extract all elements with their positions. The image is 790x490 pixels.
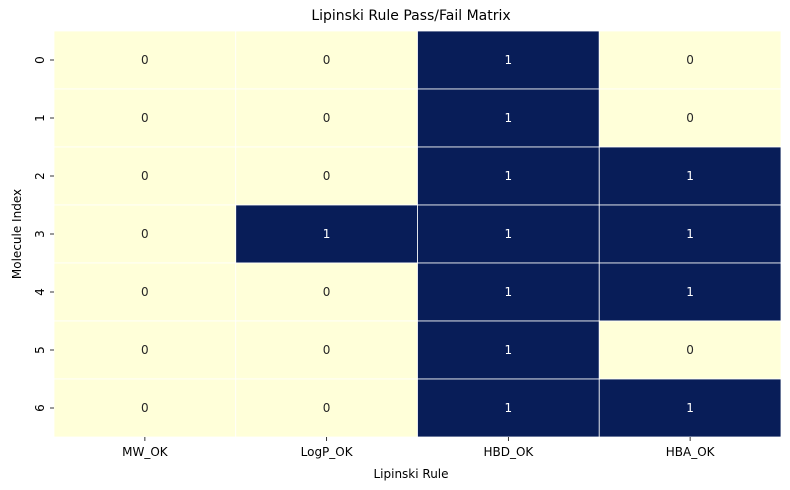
cell-value-label: 0 (323, 111, 331, 125)
heatmap-cell-r1-c1 (235, 88, 418, 148)
cell-value-label: 0 (141, 169, 149, 183)
cell-value-label: 0 (323, 285, 331, 299)
heatmap-cell-r5-c1 (235, 320, 418, 380)
heatmap-cell-r2-c1 (235, 146, 418, 206)
heatmap-cell-r5-c0 (53, 320, 237, 380)
cell-value-label: 0 (686, 111, 694, 125)
heatmap-cell-r4-c1 (235, 262, 418, 322)
cell-value-label: 0 (323, 53, 331, 67)
cell-labels: 0 0 1 0 0 0 1 0 0 0 1 1 0 1 1 1 0 0 1 1 0 0 1 0 0 0 1 1 (141, 53, 694, 415)
heatmap-cell-r0-c2 (417, 30, 600, 90)
heatmap-cell-r5-c3 (598, 320, 782, 380)
x-tick-label: MW_OK (122, 445, 169, 459)
cell-value-label: 0 (323, 169, 331, 183)
heatmap-cell-r3-c1 (235, 204, 418, 264)
y-axis-ticks: 0 1 2 3 4 5 6 (33, 56, 54, 412)
cell-value-label: 0 (323, 401, 331, 415)
cell-value-label: 1 (686, 401, 694, 415)
cell-value-label: 1 (505, 227, 513, 241)
y-tick-label: 6 (33, 404, 47, 412)
y-tick-label: 0 (33, 56, 47, 64)
x-axis-label: Lipinski Rule (373, 467, 448, 481)
heatmap-cell-r3-c3 (598, 204, 782, 264)
heatmap-cell-r1-c0 (53, 88, 237, 148)
cell-value-label: 0 (141, 53, 149, 67)
cell-value-label: 1 (505, 53, 513, 67)
cell-value-label: 1 (505, 111, 513, 125)
cell-value-label: 1 (505, 343, 513, 357)
y-tick-label: 2 (33, 172, 47, 180)
heatmap-cell-r3-c0 (53, 204, 237, 264)
cell-value-label: 0 (141, 401, 149, 415)
y-tick-label: 4 (33, 288, 47, 296)
cell-value-label: 1 (505, 285, 513, 299)
y-tick-label: 3 (33, 230, 47, 238)
heatmap-cell-r0-c0 (53, 30, 237, 90)
cell-value-label: 1 (686, 169, 694, 183)
heatmap-cell-r4-c0 (53, 262, 237, 322)
heatmap-cell-r1-c3 (598, 88, 782, 148)
cell-value-label: 0 (686, 343, 694, 357)
x-tick-label: LogP_OK (301, 445, 354, 459)
heatmap-cell-r0-c3 (598, 30, 782, 90)
heatmap-cell-r3-c2 (417, 204, 600, 264)
y-axis-label: Molecule Index (10, 189, 24, 279)
cell-value-label: 1 (686, 285, 694, 299)
cell-value-label: 0 (141, 343, 149, 357)
heatmap-cell-r4-c2 (417, 262, 600, 322)
heatmap-cell-r6-c2 (417, 378, 600, 438)
x-tick-label: HBD_OK (483, 445, 534, 459)
y-tick-label: 5 (33, 346, 47, 354)
x-tick-label: HBA_OK (666, 445, 716, 459)
heatmap-cell-r0-c1 (235, 30, 418, 90)
heatmap-cell-r6-c0 (53, 378, 237, 438)
cell-value-label: 0 (141, 285, 149, 299)
y-tick-label: 1 (33, 114, 47, 122)
heatmap-cell-r4-c3 (598, 262, 782, 322)
cell-value-label: 1 (505, 169, 513, 183)
heatmap-cells (53, 30, 782, 438)
cell-value-label: 0 (141, 227, 149, 241)
chart-title: Lipinski Rule Pass/Fail Matrix (311, 8, 510, 24)
cell-value-label: 1 (686, 227, 694, 241)
x-axis-ticks: MW_OK LogP_OK HBD_OK HBA_OK (122, 437, 716, 459)
heatmap-cell-r2-c3 (598, 146, 782, 206)
heatmap-cell-r5-c2 (417, 320, 600, 380)
cell-value-label: 0 (141, 111, 149, 125)
cell-value-label: 1 (505, 401, 513, 415)
cell-value-label: 0 (686, 53, 694, 67)
cell-value-label: 1 (323, 227, 331, 241)
cell-value-label: 0 (323, 343, 331, 357)
heatmap-cell-r6-c3 (598, 378, 782, 438)
